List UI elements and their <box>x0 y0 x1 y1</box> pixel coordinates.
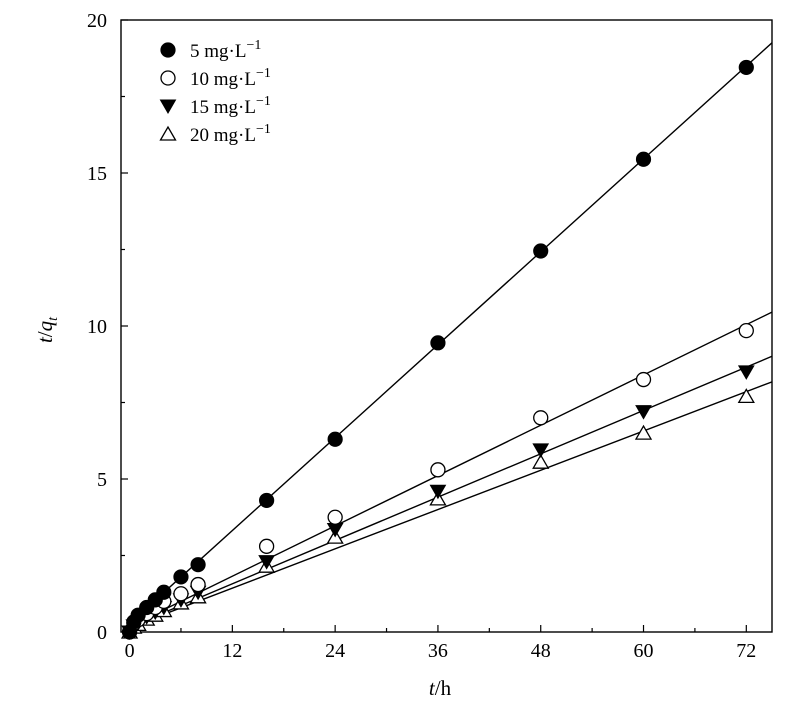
fit-line <box>129 311 772 628</box>
series-open-circle <box>121 322 754 640</box>
data-point <box>737 388 755 404</box>
data-point <box>429 484 447 500</box>
data-point <box>737 365 755 380</box>
fit-line <box>129 42 772 624</box>
data-point <box>173 569 189 585</box>
fit-line <box>129 381 772 629</box>
y-tick-label: 0 <box>97 622 107 644</box>
y-axis-title-slash: / <box>33 331 57 337</box>
x-tick-label: 72 <box>736 640 756 662</box>
data-point <box>532 453 550 469</box>
data-point <box>173 586 189 602</box>
x-axis-title-var: t <box>429 676 436 700</box>
legend: 5 mg·L−1 10 mg·L−1 15 mg·L−1 20 mg·L−1 <box>159 38 271 146</box>
legend-label: 5 mg·L−1 <box>190 38 261 62</box>
x-axis-title-unit: /h <box>435 676 452 700</box>
data-point <box>156 584 172 600</box>
data-point <box>430 335 446 351</box>
legend-label: 20 mg·L−1 <box>190 122 271 146</box>
data-markers <box>120 59 755 641</box>
series-open-triangle-up <box>120 388 755 639</box>
data-point <box>190 576 206 593</box>
data-point <box>738 322 754 339</box>
y-axis-title: t/qt <box>33 316 61 343</box>
x-axis: 0 12 24 36 48 60 72 <box>125 625 756 662</box>
data-point <box>635 405 652 420</box>
legend-marker <box>159 125 177 141</box>
y-axis-title-var: t <box>33 336 57 343</box>
legend-marker <box>159 99 177 115</box>
y-tick-label: 10 <box>87 316 107 338</box>
fit-lines <box>129 42 772 629</box>
series-filled-circle <box>121 59 754 640</box>
y-tick-label: 20 <box>87 10 107 32</box>
y-tick-label: 5 <box>97 469 107 491</box>
x-tick-label: 12 <box>222 640 242 662</box>
y-axis-title-q: q <box>33 320 57 331</box>
data-point <box>532 443 550 458</box>
x-tick-label: 60 <box>634 640 654 662</box>
x-tick-label: 24 <box>325 640 345 662</box>
data-point <box>258 555 275 570</box>
data-point <box>258 538 275 554</box>
y-tick-label: 15 <box>87 163 107 185</box>
legend-label: 15 mg·L−1 <box>190 94 271 118</box>
data-point <box>533 243 549 259</box>
data-point <box>634 424 653 440</box>
data-point <box>327 509 343 525</box>
x-tick-label: 36 <box>428 640 448 662</box>
legend-label: 10 mg·L−1 <box>190 66 271 90</box>
data-point <box>327 431 343 447</box>
legend-marker <box>160 70 176 86</box>
x-axis-title: t/h <box>429 676 452 700</box>
y-axis: 0 5 10 15 20 <box>87 10 128 644</box>
data-point <box>738 59 754 76</box>
x-tick-label: 0 <box>125 640 135 662</box>
data-point <box>259 492 275 509</box>
data-point <box>430 462 446 478</box>
y-axis-title-subscript: t <box>46 316 61 321</box>
data-point <box>635 371 652 388</box>
fit-line <box>129 355 772 628</box>
data-point <box>326 522 344 538</box>
data-point <box>635 151 652 167</box>
x-tick-label: 48 <box>531 640 551 662</box>
data-point <box>190 557 206 573</box>
legend-marker <box>160 42 176 58</box>
data-point <box>533 410 549 426</box>
